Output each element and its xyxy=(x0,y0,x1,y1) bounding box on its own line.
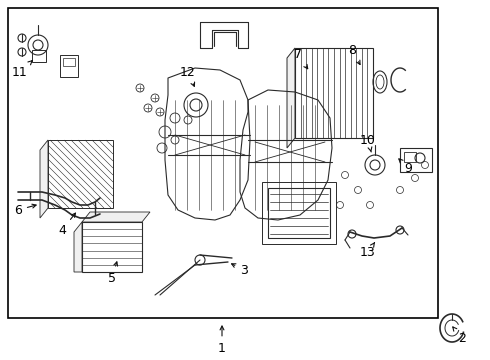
Text: 1: 1 xyxy=(218,326,226,355)
Bar xyxy=(295,48,373,138)
Bar xyxy=(262,182,336,244)
Bar xyxy=(268,188,330,238)
Text: 6: 6 xyxy=(14,203,36,216)
Polygon shape xyxy=(82,212,150,222)
Text: 2: 2 xyxy=(453,327,466,345)
Bar xyxy=(8,8,438,318)
Bar xyxy=(400,148,432,172)
Text: 4: 4 xyxy=(58,213,75,237)
Bar xyxy=(32,50,46,62)
Bar xyxy=(82,222,142,272)
Text: 13: 13 xyxy=(360,243,376,258)
Polygon shape xyxy=(40,140,48,218)
Polygon shape xyxy=(74,222,82,272)
Bar xyxy=(63,58,75,66)
Bar xyxy=(60,55,78,77)
Bar xyxy=(48,140,113,208)
Text: 3: 3 xyxy=(232,264,248,276)
Text: 5: 5 xyxy=(108,262,118,284)
Text: 7: 7 xyxy=(294,49,308,69)
Bar xyxy=(404,152,416,162)
Text: 12: 12 xyxy=(180,66,196,86)
Text: 10: 10 xyxy=(360,134,376,152)
Text: 11: 11 xyxy=(12,60,32,78)
Text: 8: 8 xyxy=(348,44,360,64)
Polygon shape xyxy=(287,48,295,148)
Text: 9: 9 xyxy=(399,159,412,175)
